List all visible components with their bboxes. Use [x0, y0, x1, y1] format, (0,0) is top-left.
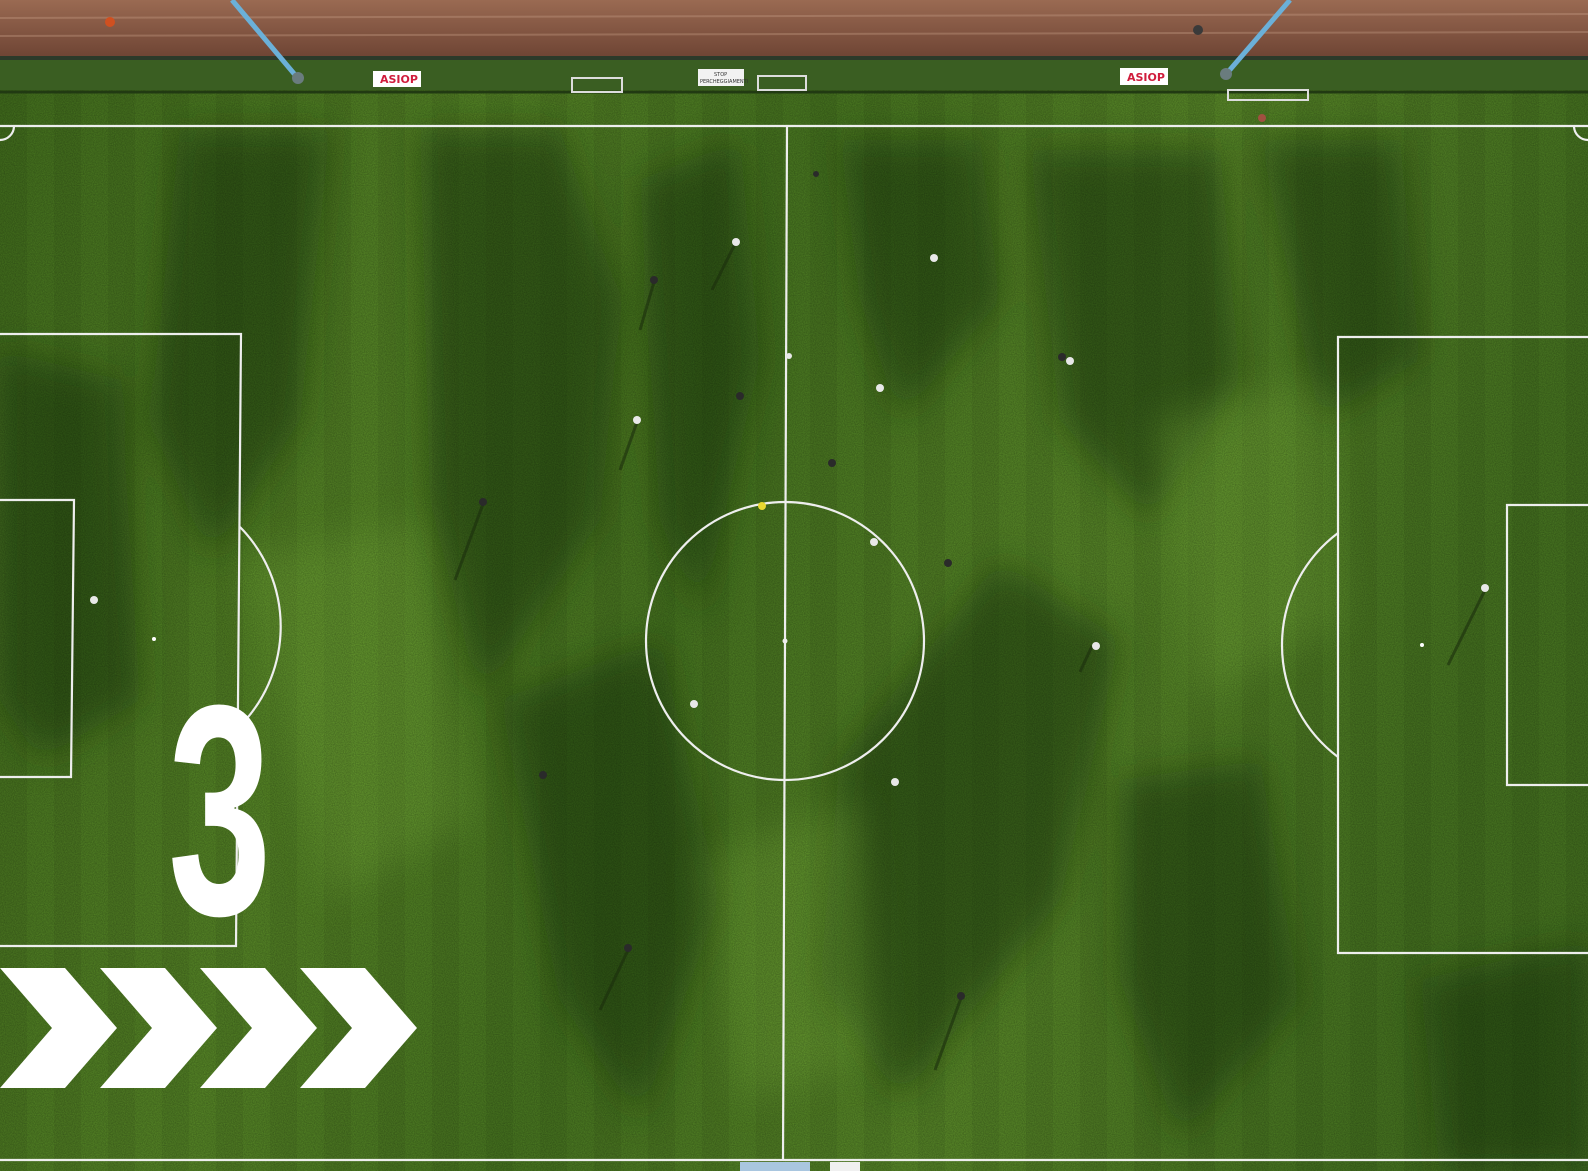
svg-text:STOP: STOP: [714, 72, 727, 78]
svg-text:ASIOP: ASIOP: [380, 73, 418, 86]
floodlight-pole: [230, 0, 298, 78]
banner-center: STOP PERCHEGGIAMENTI: [698, 69, 748, 86]
chevron-arrows-icon: [0, 968, 417, 1088]
overlay-number: 3: [168, 642, 271, 978]
svg-text:PERCHEGGIAMENTI: PERCHEGGIAMENTI: [700, 79, 748, 85]
spare-goal: [571, 77, 623, 93]
players: [90, 17, 1489, 1071]
banner-right: ASIOP: [1120, 68, 1168, 85]
svg-text:ASIOP: ASIOP: [1127, 71, 1165, 84]
running-track: [0, 0, 1588, 58]
spare-goal: [1227, 89, 1309, 101]
spare-goal: [757, 75, 807, 91]
banner-left: ASIOP: [373, 71, 421, 87]
floodlight-pole: [1226, 0, 1292, 74]
